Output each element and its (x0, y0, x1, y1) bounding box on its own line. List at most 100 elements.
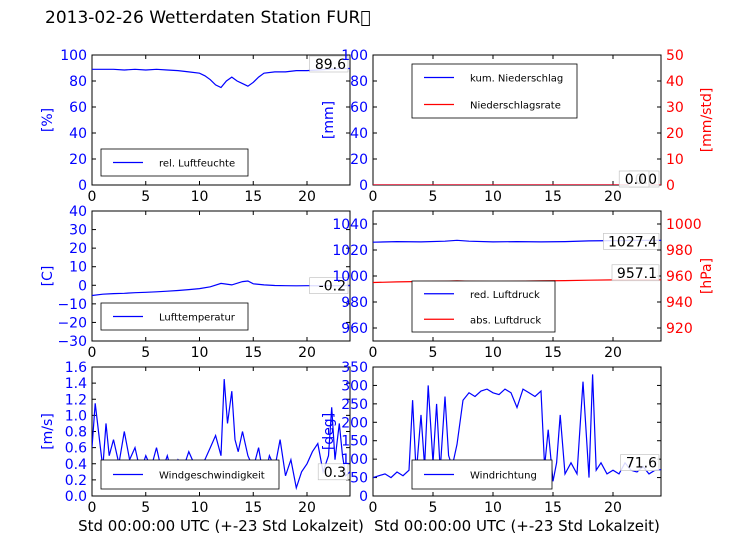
plot-frame (91, 54, 351, 186)
x-tick-label: 10 (484, 345, 502, 361)
panel-humidity: 0 5 10 15 20 0 20 40 60 80 100 [%] rel. Luftfeuchte 8… (40, 48, 351, 205)
y-tick-label: 60 (350, 100, 368, 116)
y-tick-label: 40 (69, 126, 87, 142)
y-tick-label: 0 (359, 178, 368, 194)
series-line-lufttemperatur (92, 280, 350, 297)
y-tick-label: 40 (350, 126, 368, 142)
x-tick-label: 20 (298, 189, 316, 205)
y-tick-label: 80 (350, 74, 368, 90)
y-tick-label: 300 (341, 378, 368, 394)
x-tick-label: 15 (244, 189, 262, 205)
y-tick-label: 1.0 (65, 408, 87, 424)
y-tick-label: −30 (57, 334, 87, 350)
y-axis-label: [mm] (321, 101, 337, 139)
x-tick-label: 0 (369, 345, 378, 361)
value-annotation: 89.6 (315, 57, 346, 73)
x-tick-label: 15 (544, 345, 562, 361)
x-tick-label: 5 (429, 189, 438, 205)
y-tick-label: 1.4 (65, 376, 87, 392)
y-tick-label: 1.6 (65, 360, 87, 376)
y-tick-label: 960 (341, 321, 368, 337)
legend-label: Windgeschwindigkeit (159, 471, 265, 482)
y-tick-label: 30 (69, 223, 87, 239)
x-tick-label: 10 (191, 189, 209, 205)
y-axis-label: [C] (40, 266, 56, 287)
legend-label: rel. Luftfeuchte (159, 159, 235, 170)
value-annotation-box (620, 454, 660, 471)
y-tick-label: 0.4 (65, 457, 87, 473)
y-tick-label: 150 (341, 434, 368, 450)
x-tick-label: 20 (298, 345, 316, 361)
y-tick-label: 0.0 (65, 489, 87, 505)
value-annotation-box (603, 233, 660, 250)
y2-tick-label: 10 (666, 152, 684, 168)
legend-label: red. Luftdruck (470, 290, 540, 301)
value-annotation: 957.1 (617, 266, 657, 282)
y2-tick-label: 960 (666, 269, 693, 285)
x-tick-label: 15 (544, 500, 562, 516)
y-tick-label: 100 (341, 452, 368, 468)
x-tick-label: 20 (604, 345, 622, 361)
x-tick-label: 10 (484, 500, 502, 516)
value-annotation-box (317, 463, 349, 481)
y2-tick-label: 30 (666, 100, 684, 116)
x-tick-label: 5 (141, 189, 150, 205)
plot-frame (91, 210, 351, 342)
legend-label: Windrichtung (470, 471, 537, 482)
x-tick-label: 10 (191, 500, 209, 516)
y-axis-label: [m/s] (40, 413, 56, 450)
value-annotation: 0.0 (625, 172, 647, 188)
y-tick-label: 1.2 (65, 392, 87, 408)
y-tick-label: 80 (69, 74, 87, 90)
plot-frame (372, 366, 662, 497)
value-annotation: -0.2 (319, 279, 346, 295)
y-tick-label: 200 (341, 415, 368, 431)
x-tick-label: 20 (298, 500, 316, 516)
legend-label: Niederschlagsrate (470, 101, 561, 112)
x-tick-label: 0 (88, 189, 97, 205)
x-tick-label: 0 (369, 500, 378, 516)
y-tick-label: 20 (69, 152, 87, 168)
y-tick-label: −10 (57, 297, 87, 313)
legend-label: Lufttemperatur (159, 313, 236, 324)
x-tick-label: 5 (141, 500, 150, 516)
y-tick-label: 40 (69, 204, 87, 220)
y2-tick-label: 920 (666, 321, 693, 337)
page-title: 2013-02-26 Wetterdaten Station FUR  (45, 8, 371, 28)
y-tick-label: 20 (69, 241, 87, 257)
y-tick-label: 100 (60, 48, 87, 64)
y-tick-label: 1040 (332, 217, 368, 233)
y-tick-label: 0.8 (65, 425, 87, 441)
y2-axis-label: [hPa] (699, 258, 715, 294)
x-tick-label: 5 (429, 500, 438, 516)
y-axis-label: [deg] (321, 413, 337, 450)
legend-box (411, 280, 556, 333)
y-tick-label: 980 (341, 295, 368, 311)
y-tick-label: −20 (57, 315, 87, 331)
y-tick-label: 0 (78, 178, 87, 194)
x-tick-label: 5 (429, 345, 438, 361)
y-tick-label: 0 (359, 489, 368, 505)
x-tick-label: 10 (191, 345, 209, 361)
y-tick-label: 250 (341, 397, 368, 413)
x-tick-label: 10 (484, 189, 502, 205)
y-tick-label: 10 (69, 260, 87, 276)
y-tick-label: 20 (350, 152, 368, 168)
legend-box (411, 63, 578, 119)
y2-tick-label: 1000 (666, 217, 702, 233)
value-annotation: 1027.4 (608, 234, 657, 250)
y-tick-label: 0.6 (65, 441, 87, 457)
series-line-rel-luftfeuchte (92, 67, 350, 89)
x-tick-label: 20 (604, 189, 622, 205)
legend-label: abs. Luftdruck (470, 315, 541, 326)
x-tick-label: 15 (244, 345, 262, 361)
value-annotation: 71.6 (626, 456, 657, 472)
y2-axis-label: [mm/std] (699, 88, 715, 153)
x-tick-label: 0 (369, 189, 378, 205)
y-tick-label: 1000 (332, 269, 368, 285)
value-annotation-box (309, 277, 349, 294)
x-tick-label: 20 (604, 500, 622, 516)
y-tick-label: 0 (78, 278, 87, 294)
y-tick-label: 100 (341, 48, 368, 64)
